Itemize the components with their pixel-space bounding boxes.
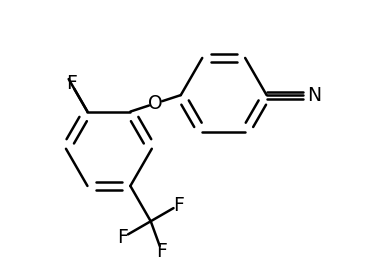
Text: F: F bbox=[117, 228, 128, 247]
Text: N: N bbox=[307, 86, 322, 104]
Text: F: F bbox=[173, 196, 184, 215]
Text: F: F bbox=[66, 74, 77, 93]
Text: O: O bbox=[148, 94, 163, 113]
Text: F: F bbox=[156, 242, 167, 261]
